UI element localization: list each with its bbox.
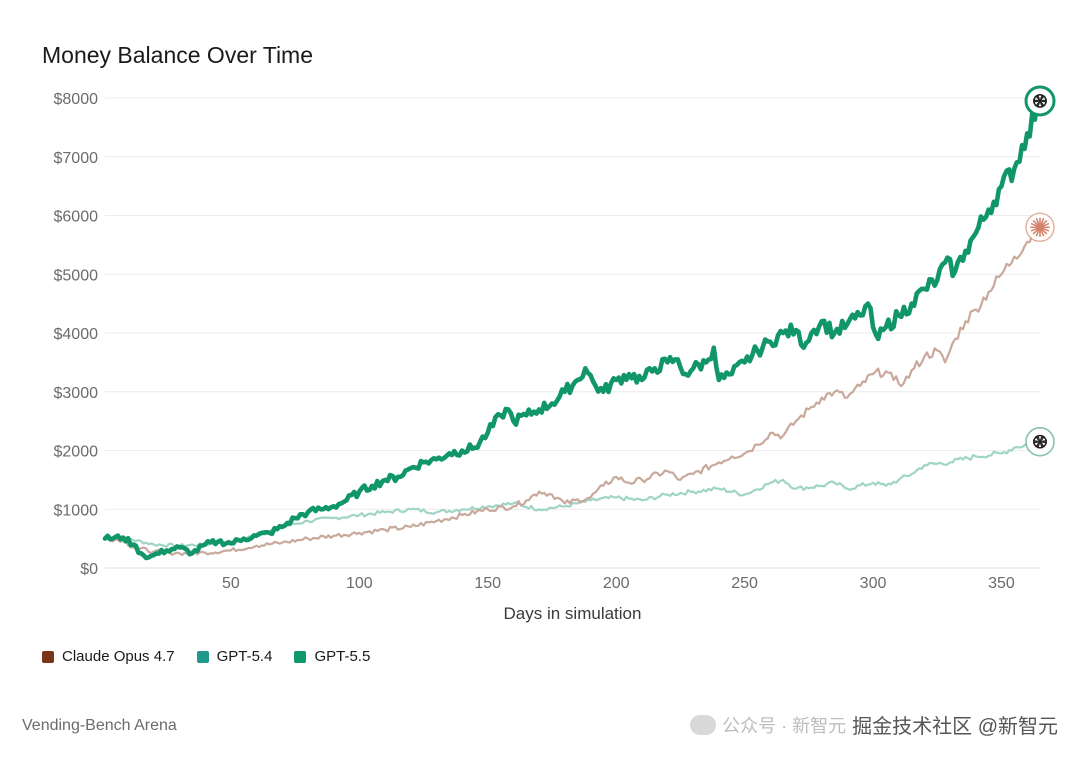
series-line-claude-opus-4-7: [103, 226, 1042, 557]
series-line-gpt-5-5: [102, 94, 1043, 561]
legend-swatch: [294, 650, 307, 663]
series-lines: [102, 94, 1043, 561]
y-tick-label: $7000: [54, 150, 99, 167]
wechat-icon: [690, 714, 717, 735]
line-chart: $0 $1000 $2000 $3000 $4000 $5000 $6000 $7000 $80…: [54, 85, 1056, 623]
y-tick-label: $5000: [54, 267, 99, 284]
series-line-gpt-5-4: [103, 440, 1042, 548]
x-tick-label: 50: [222, 575, 240, 592]
chart-title: Money Balance Over Time: [42, 42, 314, 68]
watermark-sub: 公众号 · 新智元: [722, 715, 847, 736]
claude-logo-icon: [1025, 212, 1055, 243]
openai-logo-icon: [1025, 426, 1055, 457]
x-axis-ticks: 50 100 150 200 250 300 350: [222, 575, 1015, 592]
end-markers: [1024, 85, 1056, 457]
watermark-text: 掘金技术社区 @新智元: [852, 716, 1058, 738]
y-tick-label: $2000: [54, 444, 99, 461]
y-tick-label: $0: [80, 561, 98, 578]
legend-swatch: [196, 650, 209, 663]
y-tick-label: $8000: [54, 91, 99, 108]
x-tick-label: 100: [346, 575, 373, 592]
legend-label: GPT-5.5: [314, 648, 371, 665]
x-tick-label: 200: [603, 575, 630, 592]
y-tick-label: $6000: [54, 209, 99, 226]
x-tick-label: 150: [474, 575, 501, 592]
source-label: Vending-Bench Arena: [22, 717, 177, 734]
y-axis-ticks: $0 $1000 $2000 $3000 $4000 $5000 $6000 $7000 $80…: [54, 91, 99, 578]
y-tick-label: $4000: [54, 326, 99, 343]
legend: Claude Opus 4.7 GPT-5.4 GPT-5.5: [42, 648, 370, 665]
openai-logo-icon: [1024, 85, 1056, 117]
legend-item-gpt-5-5[interactable]: GPT-5.5: [294, 648, 370, 665]
legend-label: Claude Opus 4.7: [62, 648, 175, 665]
watermark: 公众号 · 新智元 掘金技术社区 @新智元: [690, 710, 1058, 739]
y-tick-label: $1000: [54, 502, 99, 519]
gridlines: [105, 97, 1040, 510]
legend-item-gpt-5-4[interactable]: GPT-5.4: [196, 648, 273, 665]
x-tick-label: 350: [988, 575, 1015, 592]
y-tick-label: $3000: [54, 385, 99, 402]
legend-label: GPT-5.4: [216, 648, 273, 665]
legend-swatch: [42, 650, 54, 663]
x-axis-title: Days in simulation: [504, 604, 642, 623]
x-tick-label: 250: [731, 575, 758, 592]
legend-item-claude-opus[interactable]: Claude Opus 4.7: [42, 648, 175, 665]
x-tick-label: 300: [860, 575, 887, 592]
